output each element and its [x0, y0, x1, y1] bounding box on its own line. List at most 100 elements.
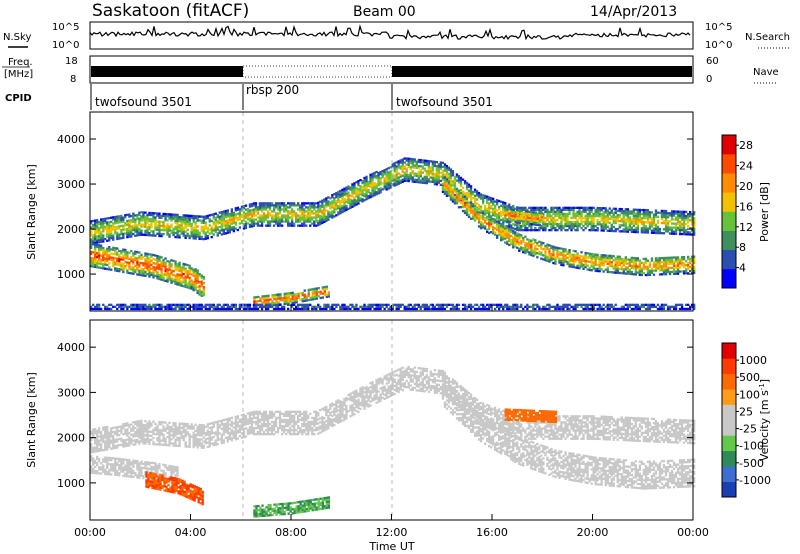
power-cell	[108, 258, 111, 261]
power-cell	[321, 307, 324, 311]
power-cell	[506, 305, 509, 308]
power-cell	[102, 303, 105, 306]
power-cell	[180, 274, 183, 277]
power-cell	[435, 179, 438, 182]
power-cell	[556, 250, 559, 254]
power-cell	[616, 307, 619, 311]
power-cell	[168, 229, 171, 232]
power-cell	[244, 307, 248, 311]
power-cell	[208, 218, 211, 221]
power-cell	[373, 184, 376, 187]
power-cell	[323, 303, 326, 306]
nave-tick-bottom: 0	[706, 74, 712, 85]
power-cell	[150, 224, 153, 227]
power-cell	[128, 233, 131, 236]
power-cell	[447, 182, 451, 185]
power-cell	[142, 274, 145, 277]
power-cell	[315, 297, 318, 300]
power-cell	[409, 159, 412, 163]
power-cell	[500, 233, 503, 236]
power-cell	[486, 222, 489, 225]
power-cell	[572, 210, 575, 213]
power-cell	[630, 307, 633, 311]
power-cell	[451, 194, 455, 197]
power-cell	[156, 303, 159, 306]
power-cell	[186, 274, 189, 277]
power-cell	[530, 239, 533, 242]
power-cell	[626, 230, 629, 233]
power-cell	[142, 211, 145, 214]
power-cell	[538, 252, 541, 256]
power-cell	[321, 211, 324, 214]
power-cell	[479, 227, 483, 230]
power-cell	[488, 221, 491, 224]
power-cell	[381, 303, 384, 306]
power-cell	[156, 307, 159, 311]
power-cell	[172, 215, 175, 218]
power-cell	[124, 267, 127, 270]
power-cell	[654, 211, 658, 214]
power-cell	[520, 206, 523, 209]
power-cell	[518, 233, 521, 236]
power-cell	[92, 261, 95, 264]
power-cell	[395, 177, 398, 180]
power-cell	[174, 225, 177, 229]
power-cell	[92, 240, 95, 243]
power-cell	[586, 305, 589, 308]
power-cell	[544, 307, 547, 311]
power-cell	[242, 211, 246, 214]
power-cell	[638, 265, 641, 268]
power-cell	[98, 266, 101, 269]
power-cell	[606, 266, 609, 269]
power-cell	[116, 227, 119, 230]
power-cell	[691, 255, 694, 258]
power-cell	[104, 305, 107, 308]
power-cell	[646, 211, 650, 214]
power-cell	[508, 216, 511, 219]
power-cell	[128, 231, 131, 234]
power-cell	[130, 256, 133, 259]
power-cell	[146, 227, 149, 231]
power-cell	[276, 303, 280, 306]
power-cell	[98, 252, 101, 255]
power-cell	[401, 170, 404, 173]
power-cell	[329, 205, 332, 208]
power-cell	[365, 191, 368, 195]
freq-panel: Freq. [MHz] 18 8 60 0 Nave	[2, 55, 779, 85]
power-cell	[94, 235, 97, 238]
power-cell	[552, 261, 555, 265]
power-cell	[558, 206, 561, 209]
power-cell	[536, 215, 539, 218]
power-cell	[108, 268, 111, 271]
power-cell	[196, 215, 199, 218]
power-cell	[110, 303, 113, 306]
power-cell	[443, 182, 447, 185]
power-cell	[256, 303, 260, 306]
power-cell	[632, 273, 635, 276]
power-cell	[174, 305, 177, 308]
power-cell	[572, 261, 575, 265]
power-cell	[303, 216, 306, 219]
power-cell	[484, 227, 487, 230]
power-cell	[202, 275, 205, 279]
power-cell	[514, 219, 517, 223]
power-cell	[538, 206, 541, 209]
power-cell	[498, 229, 501, 232]
power-cell	[126, 263, 129, 266]
power-cell	[130, 233, 133, 236]
power-cell	[594, 229, 597, 232]
power-cell	[650, 217, 654, 220]
power-cell	[108, 217, 111, 220]
power-cell	[554, 220, 557, 224]
power-cell	[140, 261, 143, 265]
power-cell	[664, 256, 668, 260]
power-cell	[534, 245, 537, 248]
power-cell	[612, 307, 615, 311]
power-cell	[90, 260, 93, 264]
power-cell	[514, 243, 517, 246]
power-cell	[395, 173, 398, 176]
power-cell	[325, 295, 328, 298]
power-cell	[532, 252, 535, 255]
power-cell	[100, 218, 103, 221]
power-cell	[307, 202, 310, 205]
